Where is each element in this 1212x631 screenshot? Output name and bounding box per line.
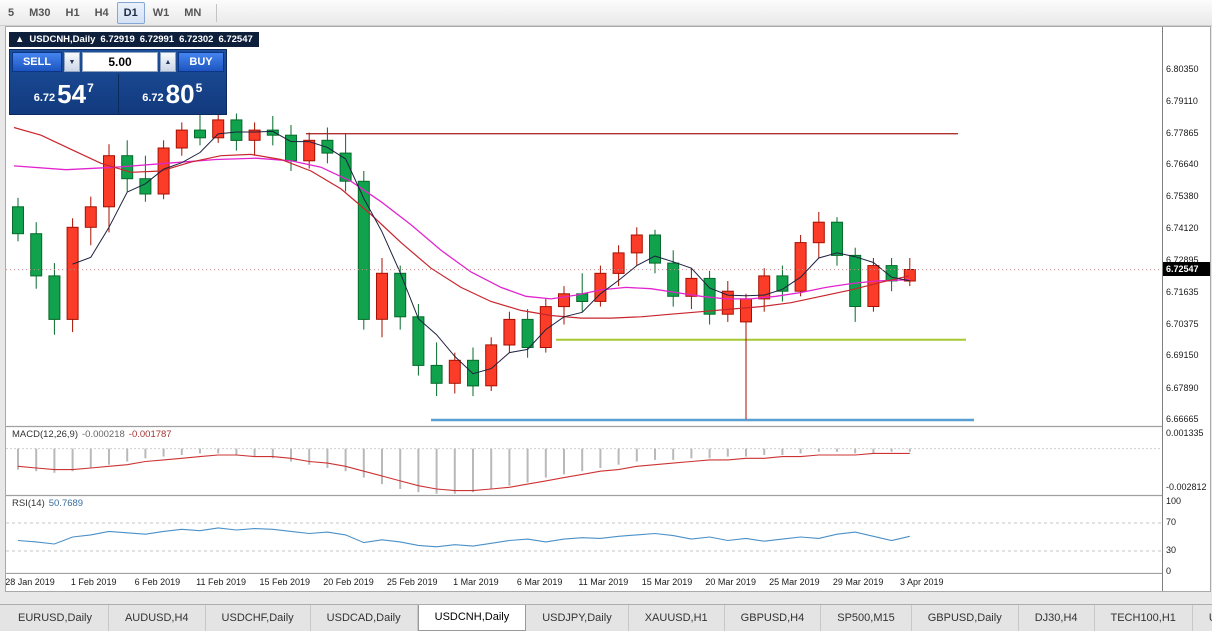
tab-tech100-h1[interactable]: TECH100,H1 [1095,605,1193,631]
chevron-down-icon: ▼ [68,58,76,66]
tab-usdcnh-daily[interactable]: USDCNH,Daily [417,605,527,631]
timeframe-5[interactable]: 5 [8,6,15,19]
date-axis-label: 1 Mar 2019 [453,577,499,587]
toolbar-separator [216,3,218,22]
date-axis-label: 25 Feb 2019 [386,577,438,587]
chevron-up-icon: ▲ [164,58,172,66]
chart-canvas[interactable] [6,27,1162,574]
tab-gbpusd-h4[interactable]: GBPUSD,H4 [725,605,822,631]
sell-price-main: 54 [57,79,87,109]
tab-dj30-h4[interactable]: DJ30,H4 [1019,605,1095,631]
date-axis-label: 6 Feb 2019 [134,577,181,587]
price-axis-label: 6.80350 [1166,64,1199,74]
buy-price-prefix: 6.72 [142,92,164,104]
date-axis-label: 1 Feb 2019 [70,577,117,587]
current-price-badge: 6.72547 [1163,261,1210,276]
date-axis-label: 20 Feb 2019 [323,577,374,587]
chart-window: ▲ USDCNH,Daily 6.72919 6.72991 6.72302 6… [5,26,1211,592]
timeframe-h4[interactable]: H4 [94,6,109,19]
date-axis-label: 20 Mar 2019 [705,577,756,587]
price-axis-label: 6.70375 [1166,319,1199,330]
buy-price-main: 80 [165,79,195,109]
macd-pane [6,448,1162,494]
timeframe-toolbar: 5 M30 H1 H4 D1 W1 MN [0,0,1212,26]
date-axis-label: 3 Apr 2019 [900,577,944,587]
tab-usdchf-daily[interactable]: USDCHF,Daily [206,605,311,631]
ohlc-info-bar: ▲ USDCNH,Daily 6.72919 6.72991 6.72302 6… [9,32,259,47]
tab-sp500-m15[interactable]: SP500,M15 [821,605,912,631]
chart-marker-icon: ▲ [15,34,25,45]
date-axis-label: 15 Mar 2019 [641,577,693,587]
price-axis-label: 6.66665 [1166,413,1199,424]
rsi-axis-label: 30 [1166,545,1177,555]
horizontal-lines [306,132,974,422]
macd-main-value: -0.000218 [82,429,125,440]
date-axis-label: 28 Jan 2019 [5,577,55,587]
date-axis[interactable]: 28 Jan 2019 1 Feb 2019 6 Feb 2019 11 Feb 20… [6,574,1162,591]
date-axis-label: 11 Feb 2019 [196,577,247,587]
price-axis-label: 6.77865 [1166,127,1199,138]
date-axis-label: 29 Mar 2019 [832,577,884,587]
date-axis-label: 11 Mar 2019 [578,577,629,587]
tab-audusd-h4[interactable]: AUDUSD,H4 [109,605,206,631]
macd-axis-min: -0.002812 [1166,482,1207,492]
macd-label: MACD(12,26,9) -0.000218 -0.001787 [12,429,172,440]
price-axis-label: 6.74120 [1166,223,1199,234]
tab-xauusd-h1[interactable]: XAUUSD,H1 [629,605,725,631]
timeframe-w1[interactable]: W1 [152,6,170,19]
moving-averages [13,126,910,375]
price-axis-label: 6.75380 [1166,191,1199,202]
low-value: 6.72302 [179,34,214,45]
timeframe-d1[interactable]: D1 [116,1,145,24]
rsi-value: 50.7689 [48,498,84,509]
macd-indicator-name: MACD(12,26,9) [12,429,78,440]
price-axis[interactable]: 6.72547 6.80350 6.79110 6.77865 6.76640 6.75… [1162,27,1210,591]
sell-price-prefix: 6.72 [33,92,56,104]
price-axis-label: 6.76640 [1166,158,1199,169]
buy-price-pip: 5 [195,81,203,95]
chart-tabs: EURUSD,Daily AUDUSD,H4 USDCHF,Daily USDCAD,… [0,604,1212,631]
rsi-axis-label: 100 [1166,496,1182,506]
buy-button[interactable]: BUY [178,52,224,72]
date-axis-label: 25 Mar 2019 [769,577,820,587]
sell-price[interactable]: 6.72 54 7 [10,74,118,114]
macd-signal-value: -0.001787 [128,429,172,440]
sell-button[interactable]: SELL [12,52,62,72]
tab-usdjpy-daily[interactable]: USDJPY,Daily [526,605,629,631]
timeframe-m30[interactable]: M30 [29,6,51,19]
tab-gbpusd-daily[interactable]: GBPUSD,Daily [912,605,1019,631]
open-value: 6.72919 [100,34,135,45]
rsi-indicator-name: RSI(14) [12,498,45,509]
price-axis-label: 6.72895 [1166,254,1199,265]
date-axis-label: 15 Feb 2019 [259,577,311,587]
rsi-pane [6,522,1162,552]
rsi-axis-label: 0 [1166,566,1172,576]
tab-ukc[interactable]: UKC [1193,605,1212,631]
sell-price-pip: 7 [87,81,94,95]
macd-axis-max: 0.001335 [1166,428,1204,438]
tab-usdcad-daily[interactable]: USDCAD,Daily [311,605,418,631]
rsi-label: RSI(14) 50.7689 [12,498,83,509]
volume-dropdown-button[interactable]: ▼ [64,52,80,72]
timeframe-mn[interactable]: MN [184,6,202,19]
price-axis-label: 6.69150 [1166,350,1199,361]
pane-separators [6,425,1162,574]
price-axis-label: 6.79110 [1166,95,1198,106]
tab-eurusd-daily[interactable]: EURUSD,Daily [2,605,109,631]
buy-price[interactable]: 6.72 80 5 [117,74,227,114]
timeframe-h1[interactable]: H1 [65,6,80,19]
price-axis-label: 6.67890 [1166,382,1199,393]
candlestick-series [12,112,916,420]
date-axis-label: 6 Mar 2019 [516,577,563,587]
price-axis-label: 6.71635 [1166,286,1199,297]
volume-increase-button[interactable]: ▲ [160,52,176,72]
symbol-label: USDCNH,Daily [29,34,96,45]
volume-input[interactable] [82,52,158,72]
high-value: 6.72991 [139,34,175,45]
rsi-axis-label: 70 [1166,517,1177,527]
close-value: 6.72547 [218,34,253,45]
